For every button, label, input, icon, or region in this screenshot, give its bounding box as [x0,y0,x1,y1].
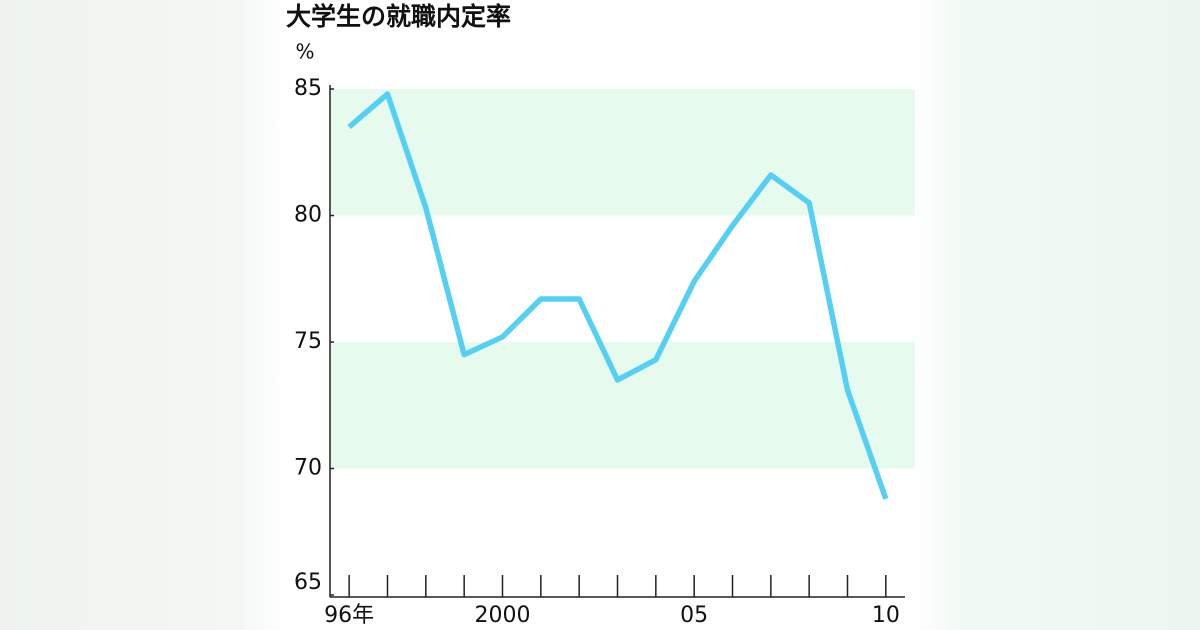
x-tick-label: 10 [872,603,900,628]
chart-title: 大学生の就職内定率 [286,2,511,31]
y-tick-label: 65 [294,570,322,595]
x-tick-label: 05 [680,603,708,628]
plot: 65 70 75 80 85 96年 2000 05 10 [294,76,905,628]
y-tick-label: 80 [294,203,322,228]
y-tick-label: 85 [294,76,322,101]
y-tick-label: 70 [294,456,322,481]
y-tick-label: 75 [294,329,322,354]
data-line [347,91,889,500]
y-unit: % [295,40,314,64]
x-tick-label: 96年 [324,603,374,628]
bands [330,89,915,469]
band [330,342,915,469]
x-tick-label: 2000 [475,603,531,628]
band [330,89,915,216]
